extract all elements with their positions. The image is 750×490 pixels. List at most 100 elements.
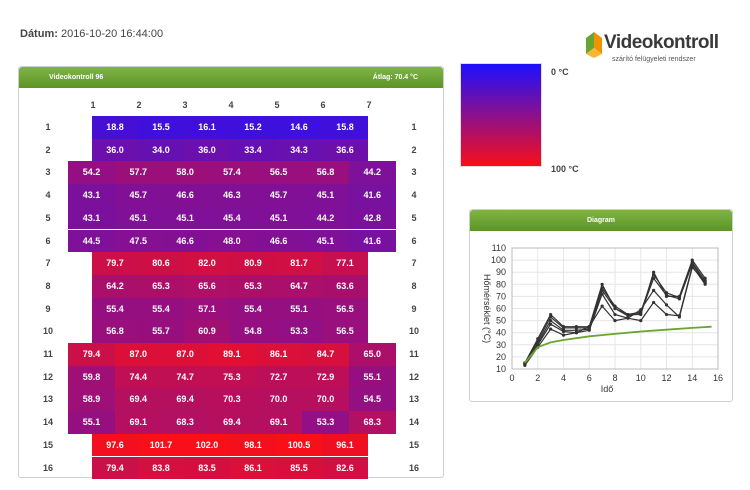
y-tick-label: 20: [496, 352, 506, 362]
x-axis-label: Idő: [601, 384, 614, 394]
x-tick-label: 2: [535, 373, 540, 383]
heatmap-cell: 59.8: [68, 365, 115, 389]
series-point: [600, 288, 604, 292]
date-label: Dátum:: [20, 28, 58, 40]
series-point: [574, 326, 578, 330]
heatmap-cell: 15.5: [138, 116, 184, 139]
heatmap-cell: 18.8: [92, 116, 138, 139]
series-point: [549, 327, 553, 331]
row-number-right: 5: [411, 212, 417, 223]
heatmap-cell: 82.6: [322, 456, 368, 480]
heatmap-cell: 53.3: [276, 320, 322, 343]
heatmap-cell: 45.1: [114, 206, 162, 230]
heatmap-cell: 57.7: [114, 161, 162, 185]
heatmap-cell: 86.1: [255, 343, 303, 366]
series-point: [703, 282, 707, 286]
column-number: 7: [366, 100, 372, 110]
x-tick-label: 8: [612, 373, 617, 383]
heatmap-cell: 70.0: [302, 388, 349, 412]
color-scale-legend: [460, 63, 542, 167]
heatmap-cell: 60.9: [184, 320, 230, 343]
heatmap-cell: 55.4: [138, 297, 184, 321]
series-point: [523, 363, 527, 367]
row-number-right: 10: [408, 326, 419, 337]
legend-max-label: 100 °C: [551, 164, 579, 174]
series-point: [652, 288, 656, 292]
heatmap-cell: 54.8: [230, 320, 276, 343]
heatmap-cell: 70.0: [255, 388, 303, 412]
row-number-left: 11: [43, 349, 53, 359]
heatmap-cell: 54.5: [348, 388, 396, 412]
heatmap-cell: 86.1: [230, 456, 276, 480]
heatmap-cell: 102.0: [184, 433, 230, 457]
series-point: [652, 300, 656, 305]
y-tick-label: 10: [496, 364, 506, 374]
logo-name: Videokontroll: [604, 32, 719, 53]
series-point: [600, 282, 604, 286]
x-tick-label: 16: [713, 373, 723, 383]
series-point: [639, 308, 643, 312]
heatmap-cell: 77.1: [322, 252, 368, 275]
heatmap-cell: 58.9: [68, 388, 115, 412]
heatmap-cell: 56.8: [92, 320, 138, 343]
logo: Videokontroll szárító felügyeleti rendsz…: [584, 30, 740, 70]
heatmap-cell: 57.1: [184, 297, 230, 321]
row-number-right: 2: [411, 144, 417, 155]
row-number-left: 7: [45, 258, 51, 269]
series-point: [561, 326, 566, 330]
heatmap-cell: 46.6: [161, 184, 209, 207]
heatmap-cell: 96.1: [322, 433, 368, 457]
row-number-right: 8: [411, 280, 417, 291]
row-number-right: 6: [411, 235, 417, 246]
row-number-right: 9: [411, 303, 417, 314]
row-number-right: 11: [409, 349, 419, 359]
series-point: [677, 297, 681, 301]
heatmap-cell: 85.5: [276, 456, 322, 480]
heatmap-cell: 64.7: [276, 274, 322, 298]
heatmap-cell: 56.5: [322, 320, 368, 343]
y-tick-label: 80: [496, 279, 506, 289]
heatmap-cell: 65.3: [230, 274, 276, 298]
heatmap-cell: 69.1: [255, 411, 303, 434]
column-number: 2: [136, 100, 142, 110]
heatmap-cell: 101.7: [138, 433, 184, 457]
legend-min-label: 0 °C: [551, 67, 569, 77]
row-number-right: 14: [408, 417, 419, 428]
heatmap-cell: 48.0: [208, 229, 256, 253]
heatmap-cell: 74.4: [114, 365, 162, 389]
heatmap-cell: 55.4: [92, 297, 138, 321]
y-tick-label: 90: [496, 267, 506, 277]
series-point: [664, 293, 669, 297]
series-point: [549, 319, 553, 323]
heatmap-cell: 83.5: [184, 456, 230, 480]
heatmap-cell: 82.0: [184, 252, 230, 275]
heatmap-cell: 100.5: [276, 433, 322, 457]
row-number-right: 13: [408, 394, 419, 405]
logo-icon: [586, 32, 602, 58]
series-point: [613, 312, 617, 317]
y-axis-label: Hőmérséklet (°C): [482, 274, 492, 343]
heatmap-cell: 44.2: [348, 161, 396, 185]
y-tick-label: 70: [496, 291, 506, 301]
row-number-left: 16: [42, 462, 53, 473]
series-point: [613, 319, 617, 323]
heatmap-cell: 55.4: [230, 297, 276, 321]
panel-title: Videokontroll 96: [49, 74, 104, 81]
logo-tagline: szárító felügyeleti rendszer: [612, 56, 696, 63]
series-point: [613, 306, 617, 311]
heatmap-cell: 65.6: [184, 274, 230, 298]
row-number-right: 4: [411, 190, 417, 201]
heatmap-cell: 54.2: [68, 161, 115, 185]
row-number-right: 16: [408, 462, 419, 473]
x-tick-label: 6: [587, 373, 592, 383]
panel-header: Videokontroll 96 Átlag: 70.4 °C: [19, 67, 443, 88]
date-value: 2016-10-20 16:44:00: [60, 28, 164, 40]
column-number: 4: [228, 100, 234, 110]
heatmap-cell: 80.6: [138, 252, 184, 275]
series-point: [690, 262, 694, 266]
timestamp: Dátum: 2016-10-20 16:44:00: [20, 28, 163, 40]
plot-frame: [511, 247, 719, 370]
series-point: [549, 322, 553, 326]
heatmap-cell: 68.3: [348, 411, 396, 434]
row-number-right: 3: [411, 167, 417, 178]
